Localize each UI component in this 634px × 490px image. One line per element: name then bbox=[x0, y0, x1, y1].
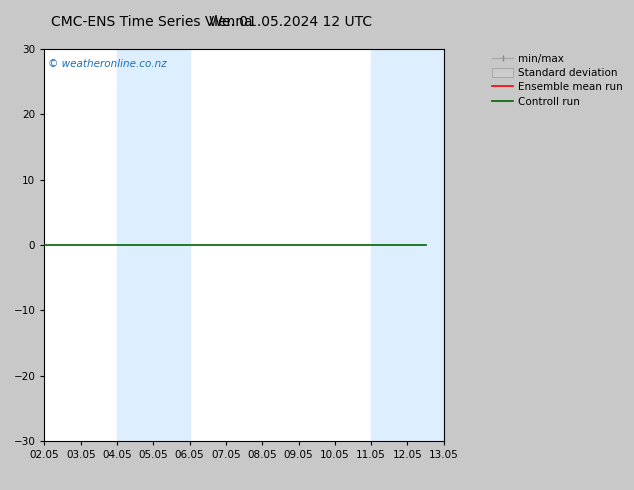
Bar bbox=[371, 49, 408, 441]
Text: We. 01.05.2024 12 UTC: We. 01.05.2024 12 UTC bbox=[209, 15, 373, 29]
Bar bbox=[153, 49, 190, 441]
Legend: min/max, Standard deviation, Ensemble mean run, Controll run: min/max, Standard deviation, Ensemble me… bbox=[489, 50, 626, 110]
Bar bbox=[117, 49, 153, 441]
Text: © weatheronline.co.nz: © weatheronline.co.nz bbox=[48, 59, 167, 69]
Text: CMC-ENS Time Series Vienna: CMC-ENS Time Series Vienna bbox=[51, 15, 252, 29]
Bar bbox=[408, 49, 444, 441]
